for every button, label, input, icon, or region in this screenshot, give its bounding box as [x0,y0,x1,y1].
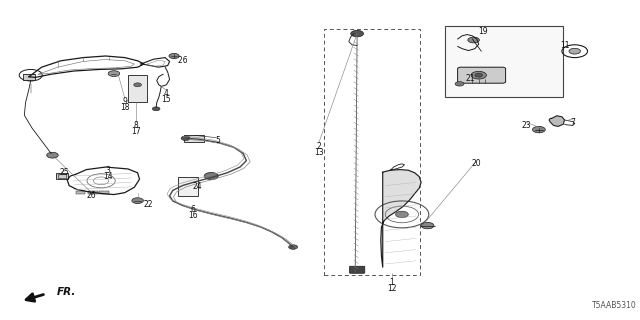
Bar [58,174,66,178]
Bar [76,191,85,194]
Text: 2: 2 [316,142,321,151]
Text: 9: 9 [122,97,127,106]
Text: 22: 22 [144,200,153,209]
Text: 16: 16 [188,212,198,220]
Text: 20: 20 [472,159,482,168]
Circle shape [532,126,545,133]
Circle shape [204,172,218,180]
FancyBboxPatch shape [458,67,506,83]
Text: 25: 25 [59,168,69,177]
Bar [178,177,198,196]
Text: 26: 26 [86,191,97,200]
Bar [56,173,68,179]
Circle shape [169,53,179,59]
Text: 13: 13 [314,148,324,157]
Text: 18: 18 [120,103,129,112]
Text: 8: 8 [133,121,138,130]
FancyBboxPatch shape [349,266,365,273]
Circle shape [132,198,143,204]
Circle shape [181,136,190,140]
Text: 3: 3 [105,166,110,175]
Text: 19: 19 [478,27,488,36]
Text: 11: 11 [561,41,570,50]
Polygon shape [381,170,421,267]
Text: 12: 12 [387,284,396,293]
Text: 24: 24 [192,182,202,191]
Text: 1: 1 [389,278,394,287]
Circle shape [455,82,464,86]
Circle shape [108,71,120,76]
Text: 17: 17 [131,127,141,136]
Text: 5: 5 [215,136,220,145]
Text: 21: 21 [466,74,475,83]
Circle shape [396,211,408,218]
Text: 26: 26 [178,56,189,65]
Text: 7: 7 [570,118,575,127]
Bar [88,191,98,194]
Circle shape [152,107,160,111]
Circle shape [569,48,580,54]
Circle shape [351,30,364,37]
Bar [324,29,420,275]
Circle shape [421,222,434,229]
Polygon shape [549,116,564,126]
Bar [99,191,109,194]
Bar [128,75,147,102]
Text: 6: 6 [191,205,196,214]
Text: T5AAB5310: T5AAB5310 [592,301,637,310]
Circle shape [471,71,486,79]
Text: 4: 4 [164,89,169,98]
Text: 15: 15 [161,95,172,104]
Bar [23,74,35,80]
Bar [445,26,563,97]
Circle shape [134,83,141,87]
Text: 14: 14 [102,172,113,181]
Circle shape [47,152,58,158]
Circle shape [475,73,483,77]
Text: FR.: FR. [56,287,76,297]
Text: 23: 23 [521,121,531,130]
Bar [184,135,204,142]
Circle shape [289,245,298,249]
Circle shape [468,37,479,43]
